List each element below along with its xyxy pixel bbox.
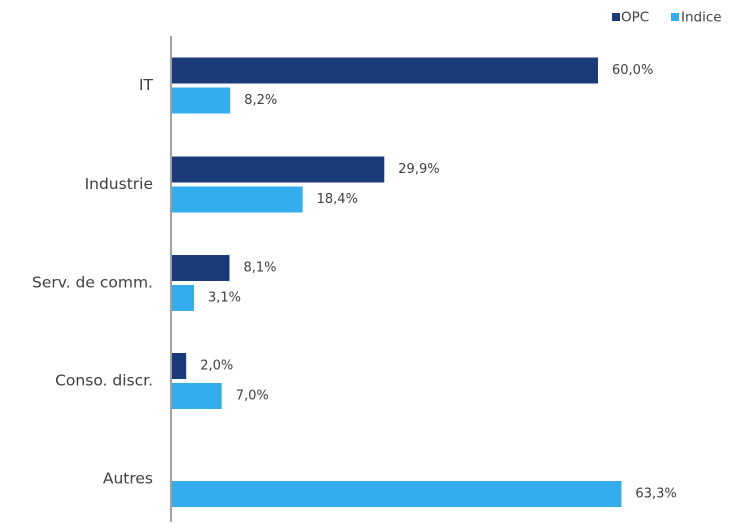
bar-opc-2 (172, 255, 230, 281)
bar-indice-2 (172, 285, 195, 311)
value-label: 8,2% (244, 93, 277, 108)
legend: OPC Indice (612, 10, 722, 26)
value-label: 18,4% (317, 192, 358, 207)
bar-indice-3 (172, 383, 222, 409)
value-label: 7,0% (236, 389, 269, 404)
bar-indice-1 (172, 186, 303, 213)
value-label: 2,0% (200, 359, 233, 374)
category-label: Autres (103, 470, 153, 488)
value-label: 63,3% (635, 487, 676, 502)
value-label: 29,9% (398, 162, 439, 177)
value-label: 3,1% (208, 291, 241, 306)
category-label: Serv. de comm. (32, 274, 153, 292)
bar-indice-4 (172, 481, 622, 507)
value-label: 60,0% (612, 63, 653, 78)
category-label: Industrie (85, 175, 153, 193)
legend-swatch-indice (671, 13, 679, 21)
legend-label-opc: OPC (621, 10, 649, 26)
bar-opc-3 (172, 353, 187, 379)
legend-swatch-opc (612, 13, 620, 21)
bars (172, 57, 622, 507)
value-labels: 60,0% 29,9% 8,1% 2,0% 8,2% 18,4% 3,1% 7,0% 63,3% (200, 63, 677, 502)
value-label: 8,1% (244, 261, 277, 276)
bar-opc-0 (172, 57, 598, 84)
category-axis-labels: IT Industrie Serv. de comm. Conso. discr… (32, 76, 154, 488)
category-label: IT (139, 76, 154, 94)
legend-label-indice: Indice (681, 10, 722, 26)
bar-opc-1 (172, 156, 385, 183)
bar-indice-0 (172, 87, 231, 114)
category-label: Conso. discr. (55, 372, 153, 390)
